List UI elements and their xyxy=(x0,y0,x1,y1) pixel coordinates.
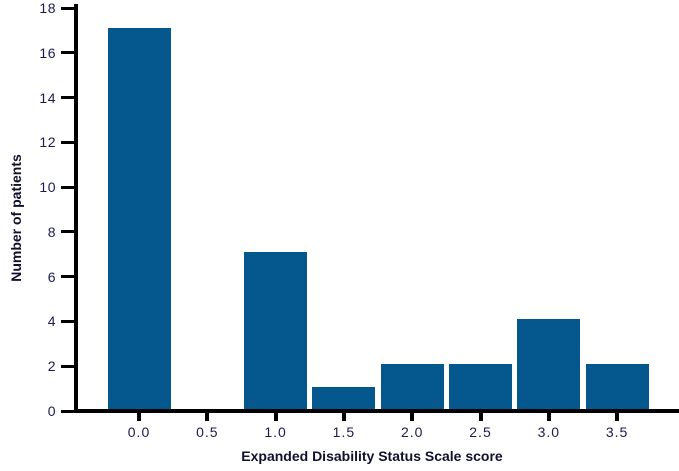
x-tick xyxy=(205,413,210,421)
x-tick xyxy=(615,413,620,421)
y-tick-label: 0 xyxy=(47,403,56,419)
x-tick-label: 3.5 xyxy=(605,424,629,440)
x-tick-label: 2.0 xyxy=(400,424,424,440)
y-tick-label: 16 xyxy=(39,44,56,61)
y-tick xyxy=(61,140,74,144)
y-tick xyxy=(61,364,74,368)
y-tick xyxy=(61,230,74,234)
y-tick xyxy=(61,96,74,100)
y-tick-label: 8 xyxy=(47,223,56,240)
bar xyxy=(517,319,581,409)
y-axis-line xyxy=(74,4,78,413)
bar xyxy=(380,364,444,409)
x-tick xyxy=(478,413,483,421)
y-tick-label: 6 xyxy=(47,268,56,285)
x-tick-label: 3.0 xyxy=(537,424,561,440)
x-tick xyxy=(273,413,278,421)
x-tick-label: 1.0 xyxy=(264,424,287,440)
bar xyxy=(585,364,649,409)
y-tick xyxy=(61,6,74,10)
y-axis-title: Number of patients xyxy=(8,154,24,282)
y-tick xyxy=(61,275,74,279)
bar xyxy=(312,386,376,409)
x-tick xyxy=(137,413,141,421)
x-tick-label: 0.0 xyxy=(127,424,151,440)
y-tick-label: 4 xyxy=(47,313,56,330)
y-tick-label: 18 xyxy=(39,0,56,16)
y-tick-label: 10 xyxy=(39,179,56,196)
bar xyxy=(449,364,512,409)
y-tick xyxy=(61,409,74,413)
x-tick xyxy=(341,413,346,421)
bar xyxy=(107,28,171,409)
y-tick-label: 12 xyxy=(39,134,56,151)
x-tick xyxy=(410,413,415,421)
y-tick xyxy=(61,185,74,189)
bar xyxy=(244,252,308,409)
y-tick-label: 2 xyxy=(47,358,56,375)
x-tick-label: 1.5 xyxy=(332,424,356,440)
x-tick-label: 2.5 xyxy=(469,424,492,440)
x-axis-title: Expanded Disability Status Scale score xyxy=(241,448,503,464)
x-tick xyxy=(546,413,551,421)
x-axis-line xyxy=(74,409,679,413)
y-tick xyxy=(61,319,74,323)
x-tick-label: 0.5 xyxy=(196,424,219,440)
y-tick xyxy=(61,51,74,55)
y-tick-label: 14 xyxy=(39,89,56,106)
